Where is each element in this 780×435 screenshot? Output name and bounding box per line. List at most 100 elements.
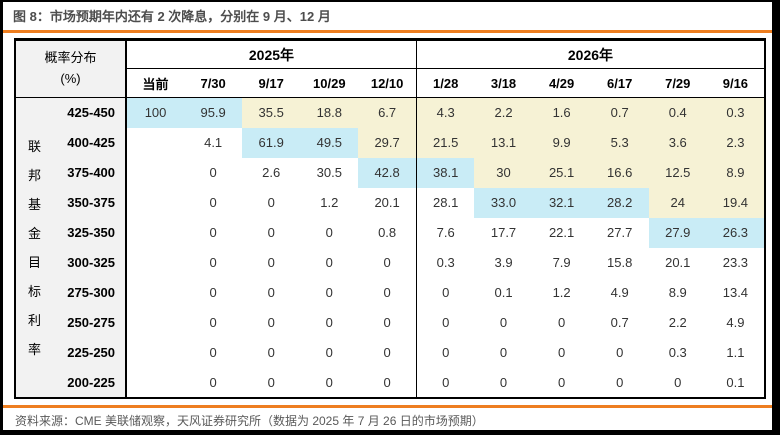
rate-range-label: 375-400 [53,157,128,188]
prob-cell: 18.8 [300,97,359,128]
rate-range-label: 200-225 [53,367,128,398]
prob-cell: 1.2 [320,195,339,210]
date-header: 9/16 [706,68,765,98]
prob-cell: 0 [557,345,566,360]
table-container: 概率分布 (%) 2025年 2026年 当前 7/30 9/17 10/29 12/10… [14,38,766,399]
side-label-char: 利 [27,313,41,329]
prob-cell: 0.3 [668,345,687,360]
rate-range-label: 425-450 [53,97,128,128]
prob-cell: 4.1 [204,135,223,150]
prob-cell: 0 [325,255,333,270]
prob-cell: 27.9 [648,217,707,248]
prob-cell: 3.6 [648,127,707,158]
prob-cell: 0 [616,345,624,360]
prob-cell: 22.1 [548,225,575,240]
prob-cell: 0 [499,315,508,330]
prob-cell: 0 [442,285,450,300]
prob-cell: 0 [499,345,508,360]
prob-cell: 100 [126,97,185,128]
prob-cell: 95.9 [184,97,243,128]
date-header: 6/17 [590,68,649,98]
prob-cell: 42.8 [358,157,417,188]
prob-cell: 0 [358,307,417,338]
prob-cell: 1.2 [552,285,571,300]
prob-cell: 0 [209,195,217,210]
date-header: 4/29 [532,68,591,98]
side-label-char: 联 [27,139,41,155]
side-label-vertical: 联邦基金目标利率 [15,97,53,398]
prob-cell: 35.5 [242,97,301,128]
prob-cell: 0.7 [610,315,629,330]
year-header: 2026年 [416,39,765,69]
corner-header-line2: (%) [60,71,81,86]
rate-range-label: 325-350 [53,217,128,248]
prob-cell: 0 [209,255,217,270]
prob-cell: 0 [209,374,217,390]
date-header: 3/18 [474,68,533,98]
date-header: 9/17 [242,68,301,98]
corner-header-line1: 概率分布 [44,50,97,66]
source-note: 资料来源：CME 美联储观察，天风证券研究所（数据为 2025 年 7 月 26… [15,414,484,428]
prob-cell: 26.3 [706,217,765,248]
prob-cell: 29.7 [358,127,417,158]
prob-cell [126,308,184,338]
prob-cell: 0 [209,225,217,240]
prob-cell: 49.5 [300,127,359,158]
side-label-char: 标 [27,284,41,300]
prob-cell: 0 [358,337,417,368]
prob-cell: 3.9 [494,255,513,270]
date-header: 当前 [126,68,185,98]
table-row: 联邦基金目标利率 425-450 100 95.9 35.5 18.8 6.7 4.3 2.2 1… [15,97,765,398]
prob-cell: 0 [358,247,417,278]
prob-cell: 0.7 [590,97,649,128]
table-row: 225-250 0 0 0 0 0 0 0 0 0.3 1.1 [15,337,765,368]
prob-cell: 16.6 [590,157,649,188]
prob-cell: 6.7 [358,97,417,128]
prob-cell: 0 [557,374,566,390]
side-label-char: 邦 [27,168,41,184]
prob-cell: 0 [325,285,333,300]
prob-cell: 0 [267,374,275,390]
prob-cell [126,338,184,368]
prob-cell: 38.1 [416,157,475,188]
date-header-row: 当前 7/30 9/17 10/29 12/10 1/28 3/18 4/29 6/17 7/29… [15,68,765,98]
prob-cell: 0 [499,374,508,390]
prob-cell: 8.9 [706,157,765,188]
prob-cell [126,218,184,248]
prob-cell: 2.2 [474,97,533,128]
date-header: 12/10 [358,68,417,98]
prob-cell: 7.6 [436,225,455,240]
prob-cell: 61.9 [242,127,301,158]
prob-cell: 0 [325,374,333,390]
prob-cell: 0 [209,165,217,180]
rate-range-label: 250-275 [53,307,128,338]
prob-cell: 0 [267,315,275,330]
date-header: 1/28 [416,68,475,98]
date-header: 10/29 [300,68,359,98]
prob-cell: 0 [325,225,333,240]
prob-cell: 9.9 [532,127,591,158]
prob-cell: 0 [267,345,275,360]
prob-cell: 0 [267,285,275,300]
prob-cell: 32.1 [532,187,591,218]
prob-cell: 0 [358,277,417,308]
prob-cell: 2.3 [706,127,765,158]
year-header: 2025年 [126,39,417,69]
prob-cell [126,368,184,398]
table-row: 400-425 4.1 61.9 49.5 29.7 21.5 13.1 9.9 5.3 3.6 2… [15,127,765,158]
prob-cell: 0 [267,225,275,240]
prob-cell: 0 [209,285,217,300]
side-label-char: 率 [27,342,41,358]
prob-cell: 0 [209,315,217,330]
prob-cell: 28.1 [433,195,459,210]
prob-cell: 28.2 [590,187,649,218]
prob-cell: 0.8 [358,217,417,248]
prob-cell: 23.3 [722,255,749,270]
year-header-row: 概率分布 (%) 2025年 2026年 [15,39,765,98]
figure-title: 图 8：市场预期年内还有 2 次降息，分别在 9 月、12 月 [13,9,331,24]
side-label-char: 金 [27,226,41,242]
table-row: 250-275 0 0 0 0 0 0 0 0.7 2.2 4.9 [15,307,765,338]
prob-cell: 0 [674,374,682,390]
prob-cell: 0 [442,345,450,360]
prob-cell: 7.9 [552,255,571,270]
